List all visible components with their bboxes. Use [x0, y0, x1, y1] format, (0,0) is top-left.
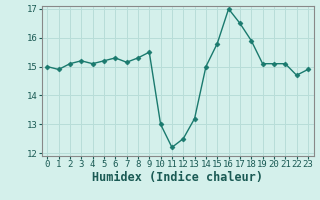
X-axis label: Humidex (Indice chaleur): Humidex (Indice chaleur): [92, 171, 263, 184]
